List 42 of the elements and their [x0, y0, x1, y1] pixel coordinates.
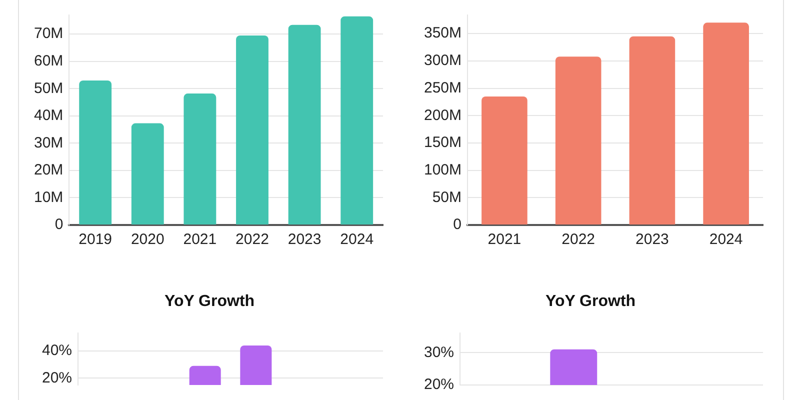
y-tick-label: 20% — [424, 376, 454, 394]
y-tick-label: 150M — [424, 134, 462, 152]
x-tick-label: 2022 — [562, 231, 596, 248]
x-tick-label: 2021 — [488, 231, 522, 248]
bar — [236, 35, 268, 224]
y-tick-label: 70M — [34, 25, 64, 42]
y-tick-label: 300M — [424, 52, 462, 70]
y-tick-label: 0 — [453, 216, 462, 234]
y-tick-label: 200M — [424, 106, 462, 124]
y-tick-label: 50M — [432, 188, 462, 206]
x-tick-label: 2021 — [183, 231, 217, 248]
y-tick-label: 10M — [34, 188, 64, 206]
bar — [131, 123, 164, 224]
y-tick-label: 20% — [42, 369, 72, 386]
y-tick-label: 250M — [424, 79, 462, 96]
y-tick-label: 30M — [34, 134, 64, 152]
x-tick-label: 2024 — [709, 231, 743, 248]
bar — [79, 80, 112, 224]
bar — [482, 96, 528, 224]
y-tick-label: 50M — [34, 80, 64, 97]
y-tick-label: 20M — [34, 162, 64, 179]
x-tick-label: 2019 — [78, 231, 112, 248]
x-tick-label: 2022 — [236, 231, 269, 248]
bar — [340, 16, 374, 224]
y-tick-label: 350M — [424, 24, 462, 42]
chart-title: YoY Growth — [164, 293, 255, 310]
x-tick-label: 2020 — [130, 231, 164, 248]
bar — [629, 36, 676, 224]
y-tick-label: 100M — [424, 161, 462, 178]
y-tick-label: 40M — [34, 107, 64, 124]
bar — [555, 56, 602, 224]
x-tick-label: 2023 — [636, 231, 669, 248]
y-tick-label: 40% — [42, 342, 72, 360]
y-tick-label: 30% — [424, 344, 454, 361]
x-tick-label: 2023 — [288, 231, 322, 248]
y-tick-label: 60M — [34, 52, 64, 70]
y-tick-label: 0 — [54, 216, 64, 234]
bar — [184, 94, 216, 224]
chart-title: YoY Growth — [545, 293, 636, 310]
bar — [703, 22, 749, 224]
x-tick-label: 2024 — [340, 231, 374, 248]
bar — [288, 24, 321, 224]
